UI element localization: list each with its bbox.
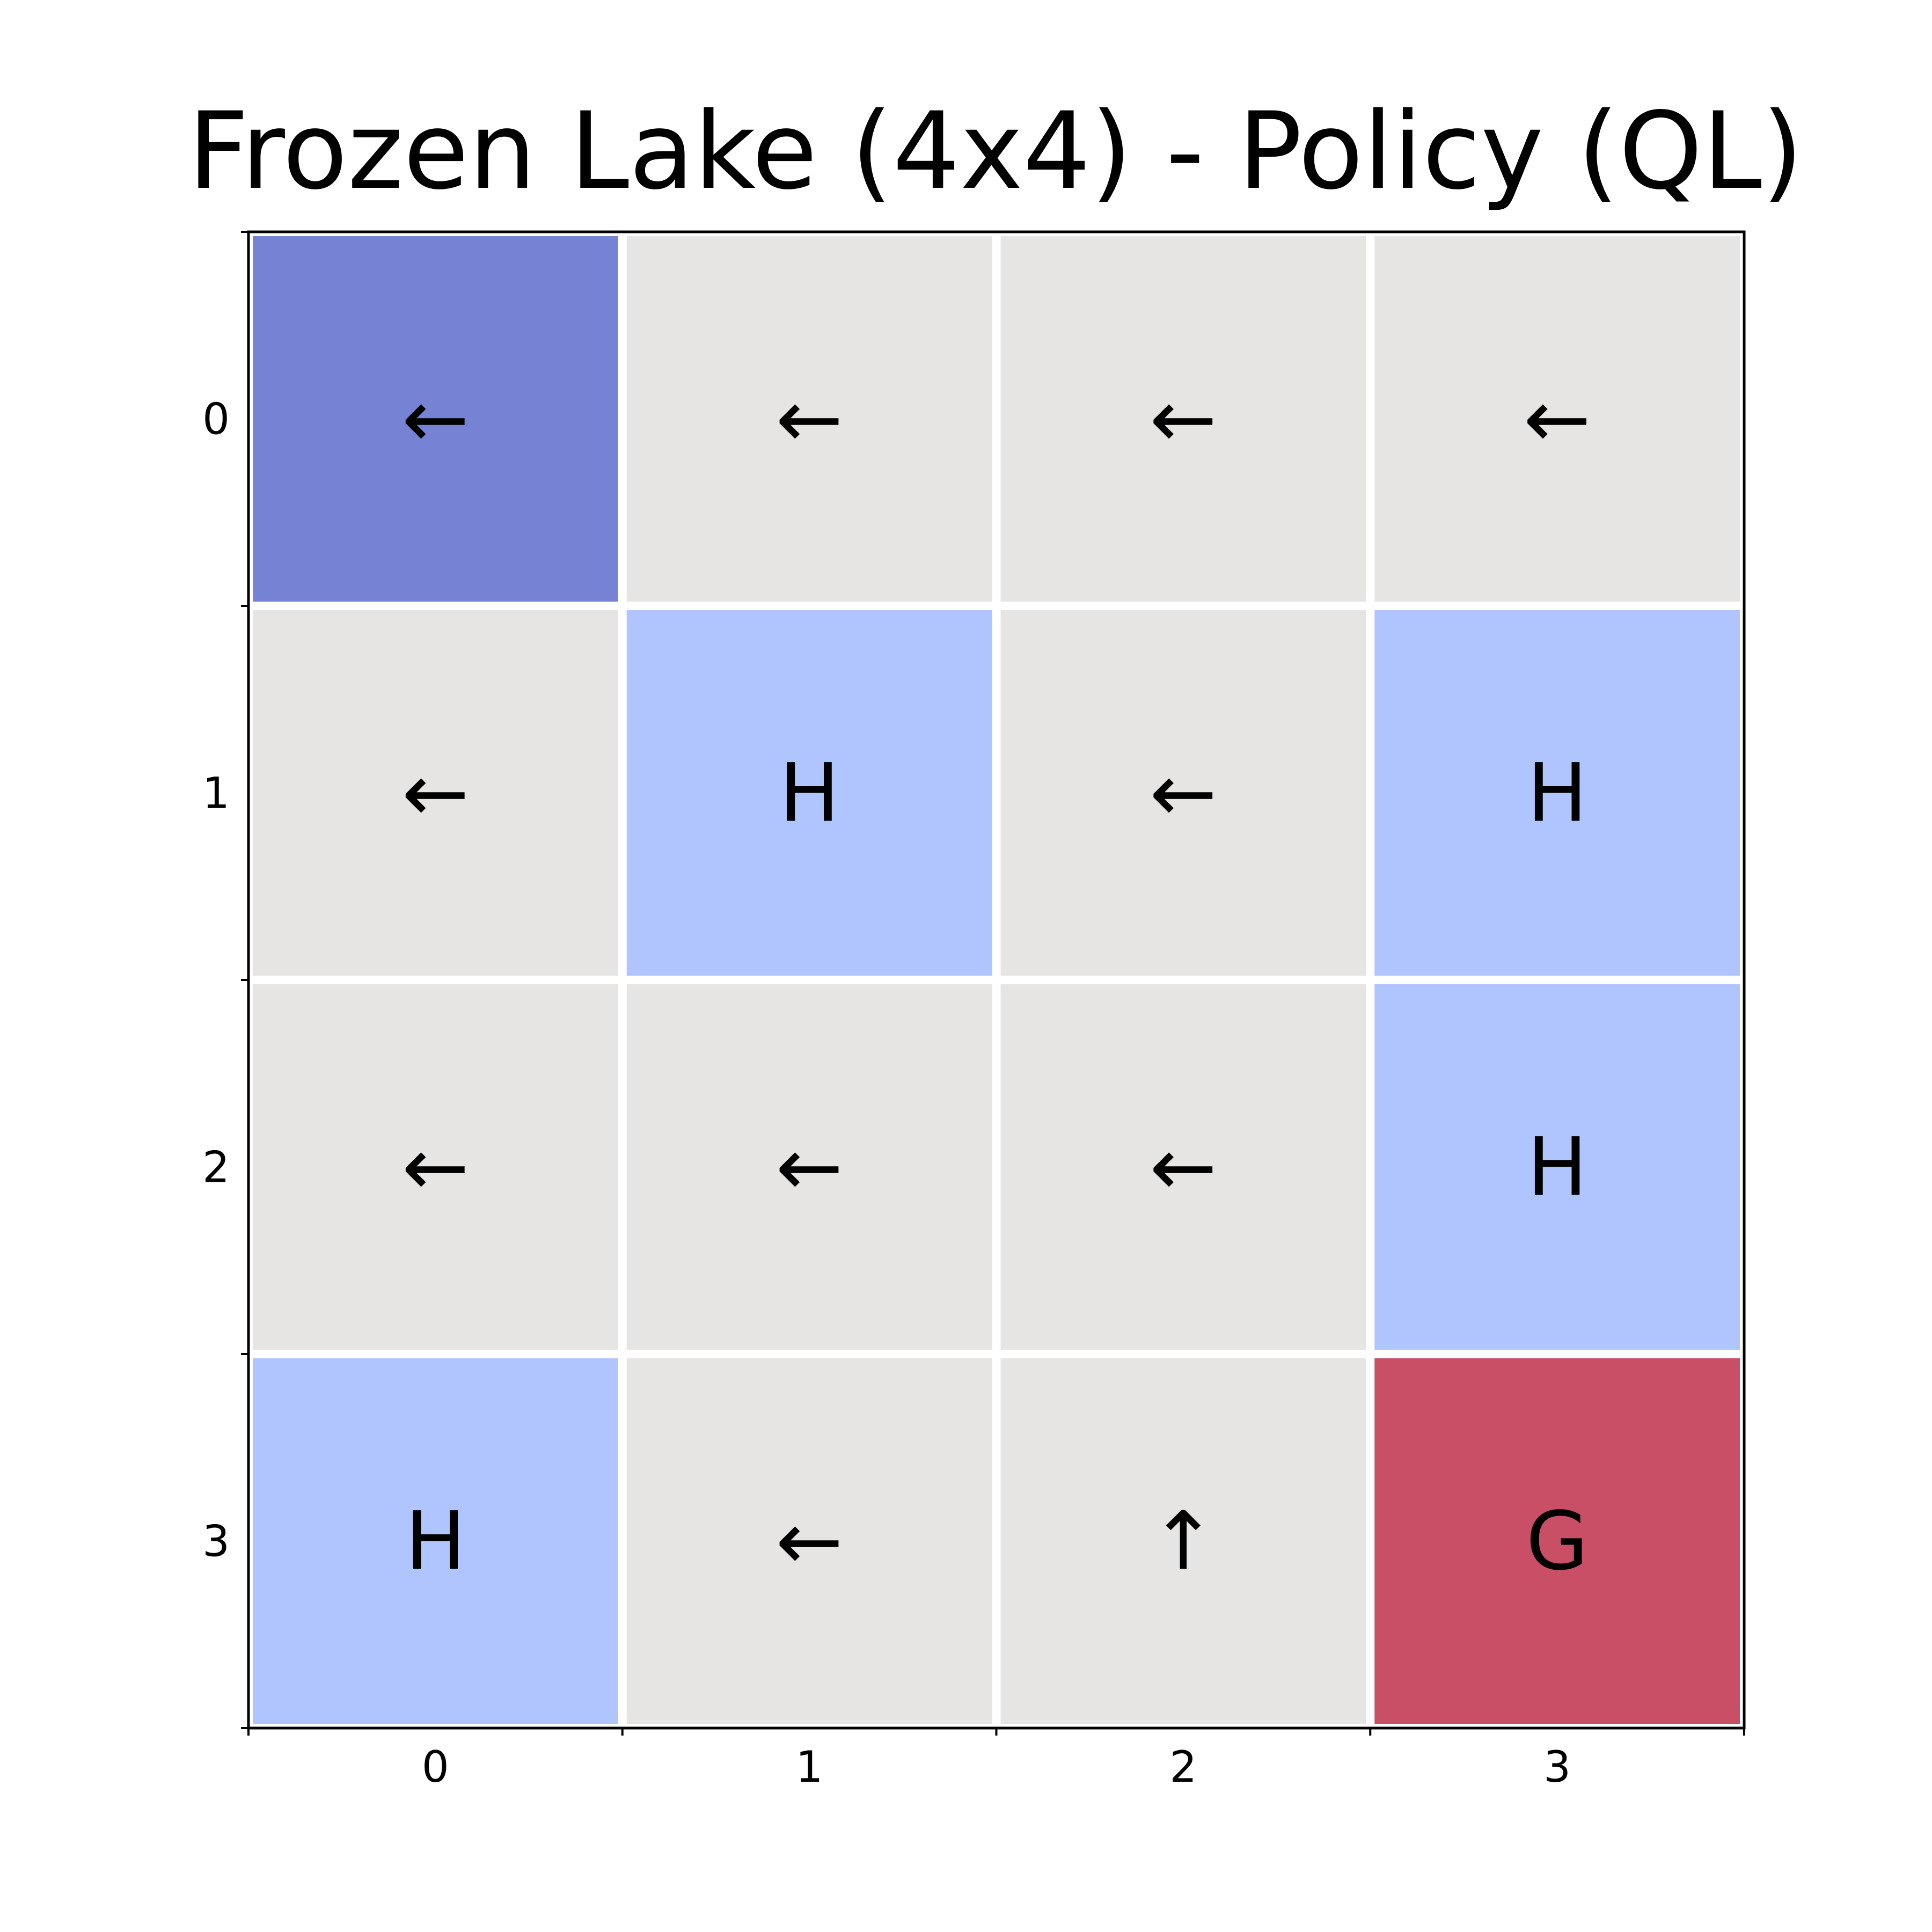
cell-label-1-0: ← <box>402 747 470 840</box>
cell-label-0-0: ← <box>402 373 470 466</box>
cell-label-2-0: ← <box>402 1121 470 1214</box>
cell-label-2-3: H <box>1527 1121 1587 1214</box>
heatmap-cell-3-1 <box>618 1350 1001 1732</box>
axes-frame <box>247 230 1746 1730</box>
y-tick-label-3: 3 <box>202 1517 230 1567</box>
x-tick-label-2: 2 <box>1169 1742 1197 1792</box>
cell-label-2-2: ← <box>1150 1121 1217 1214</box>
cell-label-2-1: ← <box>775 1121 843 1214</box>
cell-label-1-2: ← <box>1150 747 1217 840</box>
y-tick-label-0: 0 <box>202 394 230 444</box>
heatmap-cell-2-3 <box>1366 976 1748 1358</box>
heatmap-cells: ← ← ← ← ← H ← H ← ← ← H H ← ↑ G <box>244 228 1748 1732</box>
cell-label-3-1: ← <box>775 1495 843 1589</box>
cell-label-1-1: H <box>779 747 840 840</box>
cell-label-1-3: H <box>1527 747 1587 840</box>
heatmap-cell-1-3 <box>1366 602 1748 984</box>
x-tick-label-3: 3 <box>1543 1742 1571 1792</box>
axis-ticks: 0 1 2 3 0 1 2 3 <box>202 231 1745 1792</box>
heatmap-cell-0-0 <box>244 228 627 610</box>
x-tick-label-0: 0 <box>422 1742 449 1792</box>
cell-label-3-2: ↑ <box>1150 1495 1217 1589</box>
cell-label-0-3: ← <box>1524 373 1591 466</box>
y-tick-label-1: 1 <box>202 769 230 818</box>
cell-label-0-1: ← <box>775 373 843 466</box>
y-tick-label-2: 2 <box>202 1143 230 1192</box>
cell-label-3-0: H <box>405 1495 466 1589</box>
heatmap-cell-2-1 <box>618 976 1001 1358</box>
heatmap-cell-0-1 <box>618 228 1001 610</box>
heatmap-cell-3-3 <box>1366 1350 1748 1732</box>
cell-label-3-3: G <box>1526 1495 1589 1589</box>
cell-label-0-2: ← <box>1150 373 1217 466</box>
chart-title: Frozen Lake (4x4) - Policy (QL) <box>188 89 1803 213</box>
x-tick-label-1: 1 <box>796 1742 823 1792</box>
heatmap-cell-1-1 <box>618 602 1001 984</box>
